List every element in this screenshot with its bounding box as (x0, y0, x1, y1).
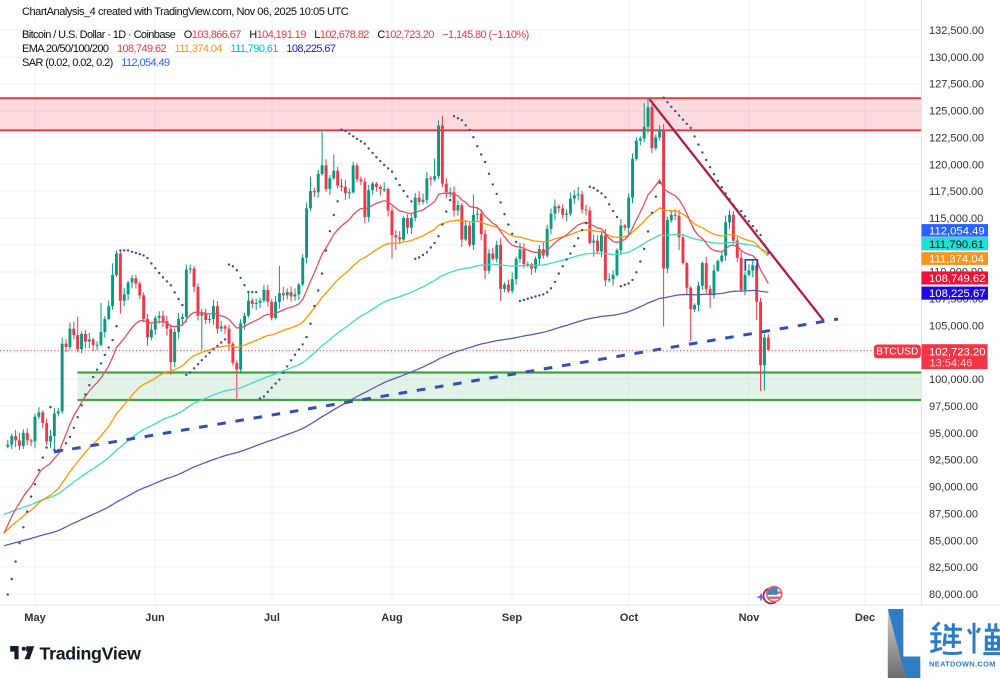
svg-text:13:54:46: 13:54:46 (930, 358, 973, 370)
svg-text:TradingView: TradingView (40, 644, 142, 664)
svg-text:Jul: Jul (264, 612, 280, 624)
svg-text:130,000.00: 130,000.00 (929, 52, 984, 64)
svg-text:80,000.00: 80,000.00 (929, 589, 978, 601)
svg-text:Jun: Jun (145, 612, 165, 624)
svg-text:117,500.00: 117,500.00 (929, 186, 983, 198)
svg-text:Aug: Aug (381, 612, 402, 624)
svg-text:115,000.00: 115,000.00 (929, 213, 983, 225)
svg-text:92,500.00: 92,500.00 (929, 455, 978, 467)
svg-text:Dec: Dec (855, 612, 875, 624)
svg-text:108,225.67: 108,225.67 (929, 288, 986, 300)
svg-text:87,500.00: 87,500.00 (929, 508, 978, 520)
svg-text:108,749.62: 108,749.62 (929, 273, 986, 285)
svg-text:85,000.00: 85,000.00 (929, 535, 978, 547)
svg-text:125,000.00: 125,000.00 (929, 106, 984, 118)
svg-text:BTCUSD: BTCUSD (876, 347, 918, 358)
svg-text:111,374.04: 111,374.04 (929, 254, 984, 266)
svg-text:Sep: Sep (502, 612, 522, 624)
svg-text:NEATDOWN.COM: NEATDOWN.COM (929, 660, 996, 669)
svg-text:90,000.00: 90,000.00 (929, 482, 978, 494)
svg-text:95,000.00: 95,000.00 (929, 428, 978, 440)
svg-text:May: May (24, 612, 46, 624)
svg-text:120,000.00: 120,000.00 (929, 159, 984, 171)
svg-text:111,790.61: 111,790.61 (929, 239, 984, 251)
svg-text:97,500.00: 97,500.00 (929, 401, 978, 413)
svg-text:132,500.00: 132,500.00 (929, 25, 984, 37)
svg-text:122,500.00: 122,500.00 (929, 132, 984, 144)
svg-text:105,000.00: 105,000.00 (929, 320, 984, 332)
svg-text:Oct: Oct (620, 612, 639, 624)
svg-text:82,500.00: 82,500.00 (929, 562, 978, 574)
svg-text:102,723.20: 102,723.20 (929, 347, 986, 359)
svg-text:127,500.00: 127,500.00 (929, 79, 984, 91)
svg-text:112,054.49: 112,054.49 (929, 226, 985, 238)
svg-text:Nov: Nov (739, 612, 761, 624)
svg-text:100,000.00: 100,000.00 (929, 374, 984, 386)
